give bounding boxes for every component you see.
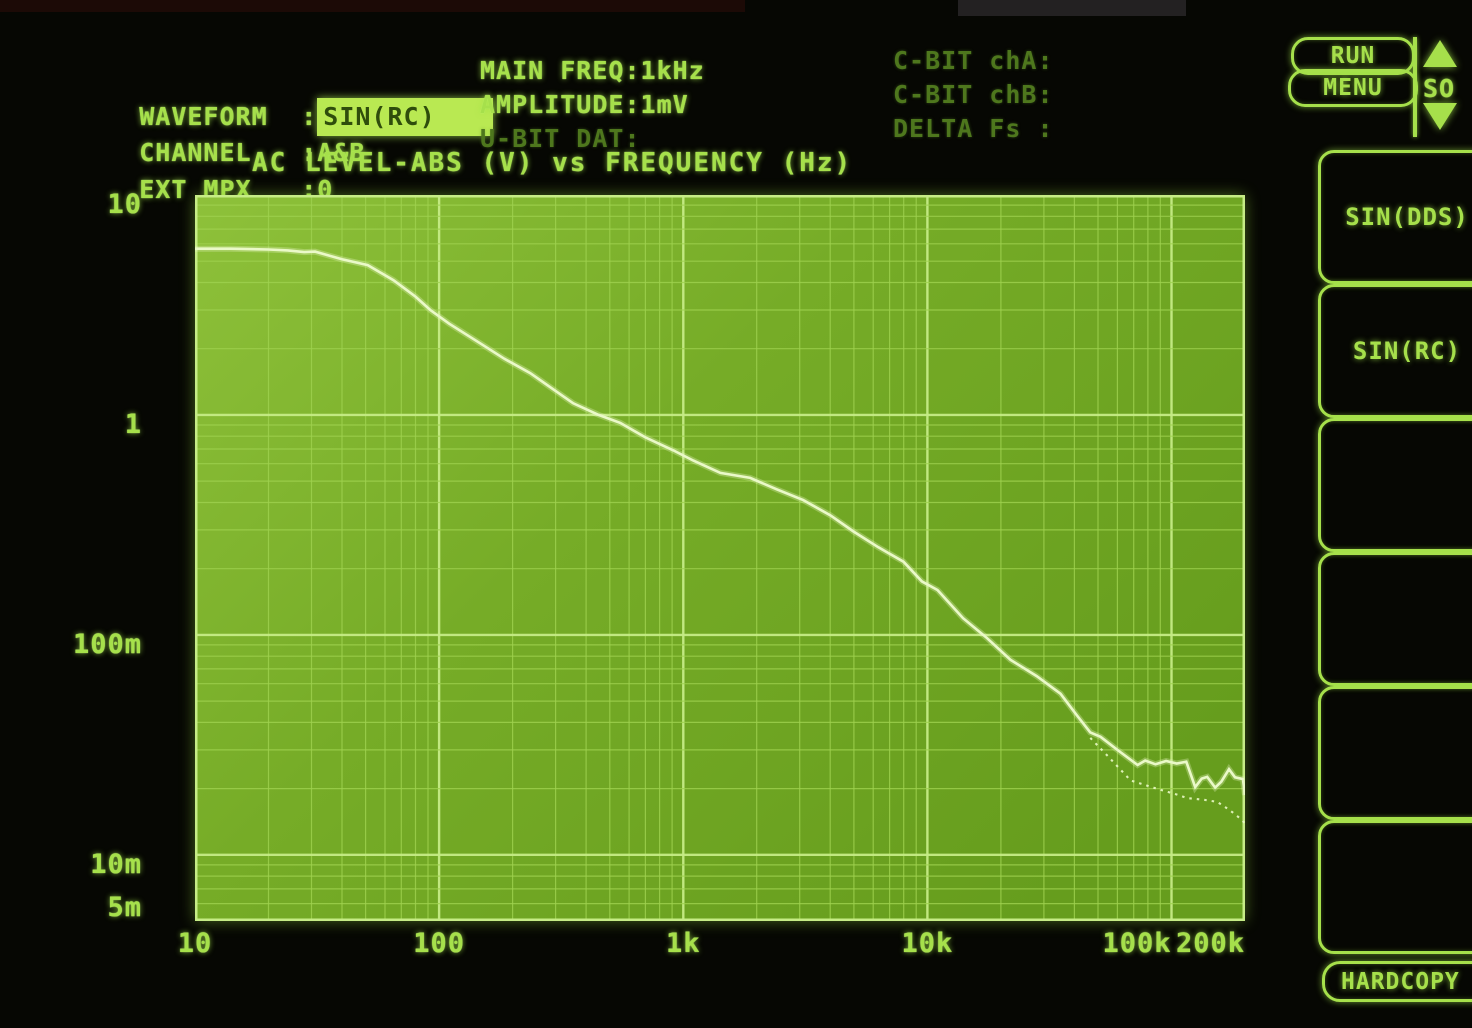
hardcopy-button-label: HARDCOPY [1341, 968, 1460, 995]
softkey-button-blank-5[interactable] [1318, 686, 1472, 820]
waveform-value[interactable]: SIN(RC) [317, 98, 494, 136]
menu-button[interactable]: MENU [1288, 69, 1418, 107]
u-bit-dat-readout: U-BIT DAT: [480, 124, 641, 153]
x-tick-label-10k: 10k [901, 928, 954, 959]
y-tick-label-100m: 100m [72, 628, 142, 660]
channel-field: CHANNEL:A&B [75, 99, 365, 207]
softkey-button-blank-6[interactable] [1318, 820, 1472, 954]
waveform-label: WAVEFORM [139, 102, 268, 131]
y-tick-label-5m: 5m [107, 892, 142, 923]
softkey-button-sin-dds[interactable]: SIN(DDS) [1318, 150, 1472, 284]
y-tick-label-10: 10 [107, 189, 142, 220]
chart-canvas [193, 193, 1248, 922]
y-tick-label-10m: 10m [90, 848, 142, 880]
scroll-separator-bar [1413, 37, 1417, 137]
frequency-response-chart [193, 193, 1248, 922]
c-bit-chb-readout: C-BIT chB: [893, 80, 1054, 109]
chart-title: AC LEVEL-ABS (V) vs FREQUENCY (Hz) [252, 148, 853, 178]
softkey-button-blank-4[interactable] [1318, 552, 1472, 686]
softkey-button-sin-rc[interactable]: SIN(RC) [1318, 284, 1472, 418]
scroll-down-icon[interactable] [1423, 103, 1457, 130]
delta-fs-readout: DELTA Fs : [893, 114, 1054, 143]
bezel-strip-right [958, 0, 1186, 16]
channel-separator: : [301, 138, 318, 167]
y-tick-label-1: 1 [124, 408, 142, 440]
softkey-label: SIN(DDS) [1345, 203, 1469, 231]
softkey-button-blank-3[interactable] [1318, 418, 1472, 552]
channel-label: CHANNEL [139, 138, 252, 167]
hardcopy-button[interactable]: HARDCOPY [1322, 961, 1472, 1002]
so-label: SO [1423, 74, 1456, 103]
softkey-label: SIN(RC) [1352, 337, 1462, 365]
x-tick-label-100k: 100k [1102, 928, 1172, 959]
scroll-up-icon[interactable] [1423, 40, 1457, 67]
x-tick-label-1k: 1k [665, 928, 701, 959]
main-freq-readout: MAIN FREQ:1kHz [480, 56, 705, 85]
waveform-separator: : [301, 102, 318, 131]
c-bit-cha-readout: C-BIT chA: [893, 46, 1054, 75]
run-button[interactable]: RUN [1291, 37, 1415, 75]
amplitude-readout: AMPLITUDE:1mV [480, 90, 689, 119]
menu-button-label: MENU [1323, 75, 1383, 101]
waveform-field: WAVEFORM: SIN(RC) [75, 62, 494, 172]
x-tick-label-10: 10 [177, 928, 213, 959]
run-button-label: RUN [1330, 43, 1376, 69]
channel-value: A&B [317, 138, 366, 167]
x-tick-label-100: 100 [413, 928, 466, 959]
bezel-strip-left [0, 0, 745, 12]
x-tick-label-200k: 200k [1175, 928, 1245, 959]
